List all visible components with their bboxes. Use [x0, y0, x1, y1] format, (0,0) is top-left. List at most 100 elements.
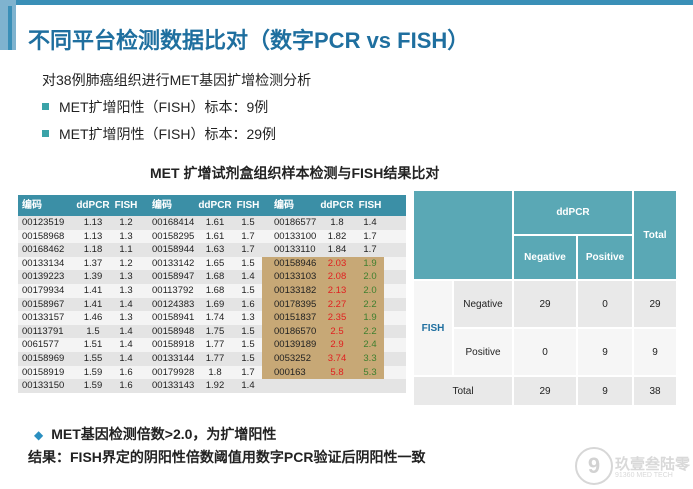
- table-row: 00158969 1.55 1.4 00133144 1.77 1.5 0053252 3.7…: [18, 351, 406, 366]
- logo-subtext: 91360 MED TECH: [615, 472, 673, 479]
- cell-fish: 1.2: [119, 217, 133, 228]
- cell-ddpcr: 2.35: [318, 311, 356, 325]
- cell-ddpcr: 2.03: [318, 256, 356, 271]
- cell-fish: 1.6: [119, 366, 133, 378]
- table-row: 00158919 1.59 1.6 00179928 1.8 1.7 000163 5.8 5.…: [18, 365, 406, 380]
- cell-code: 00133110: [274, 244, 316, 256]
- header-ddpcr: ddPCR: [320, 200, 354, 211]
- slide-title: 不同平台检测数据比对（数字PCR vs FISH）: [28, 28, 470, 53]
- cell-code: 00158919: [22, 366, 65, 378]
- cell-fish: 1.4: [241, 271, 255, 283]
- cell-fish: 2.2: [356, 297, 384, 312]
- table-row: 00133157 1.46 1.3 00158941 1.74 1.3 00151837 2.…: [18, 311, 406, 325]
- cell-ddpcr: 1.61: [205, 217, 225, 228]
- cell-code: 00158967: [22, 298, 65, 310]
- cell-pos-pos: 9: [577, 328, 633, 376]
- cell-ddpcr: 1.8: [208, 366, 222, 378]
- cell-fish: 1.5: [241, 217, 255, 228]
- cell-code: 00113791: [22, 325, 64, 337]
- cell-ddpcr: 1.8: [330, 217, 344, 228]
- cell-ddpcr: 1.37: [83, 257, 103, 269]
- cell-fish: 1.4: [363, 217, 377, 228]
- cell-code: 0053252: [262, 351, 318, 366]
- cell-fish: 1.9: [356, 256, 384, 271]
- cell-fish: 1.2: [119, 257, 133, 269]
- cell-code: 00158948: [152, 325, 195, 337]
- table-row: 00113791 1.5 1.4 00158948 1.75 1.5 00186570 2.5…: [18, 324, 406, 339]
- cell-code: 00133103: [262, 270, 318, 284]
- row-negative-label: Negative: [453, 280, 513, 328]
- cell-fish: 1.3: [241, 312, 255, 324]
- cell-code: 00133182: [262, 283, 318, 298]
- cell-code: 00158968: [22, 230, 65, 242]
- cell-code: 00158946: [262, 256, 318, 271]
- cell-code: 00179934: [22, 284, 65, 296]
- cell-ddpcr: 1.74: [205, 312, 225, 324]
- header-fish: FISH: [114, 200, 138, 211]
- cell-fish: 1.6: [119, 380, 133, 392]
- cell-fish: 1.4: [119, 325, 133, 337]
- cell-ddpcr: 1.39: [83, 271, 103, 283]
- cell-ddpcr: 2.27: [318, 297, 356, 312]
- cell-code: 0061577: [22, 339, 59, 351]
- cell-ddpcr: 1.18: [83, 244, 103, 256]
- cell-fish: 2.4: [356, 338, 384, 352]
- cell-fish: 1.5: [241, 325, 255, 337]
- cell-ddpcr: 1.77: [205, 339, 225, 351]
- cell-code: 00158295: [152, 230, 195, 242]
- cell-fish: 3.3: [356, 351, 384, 366]
- cell-fish: 1.3: [119, 284, 133, 296]
- cell-fish: 1.5: [241, 352, 255, 364]
- watermark-logo: 9 玖壹叁陆零 91360 MED TECH: [575, 445, 693, 489]
- table-row: 00179934 1.41 1.3 00113792 1.68 1.5 00133182 2.…: [18, 283, 406, 298]
- cell-fish: 1.4: [119, 352, 133, 364]
- cell-ddpcr: 1.59: [83, 366, 103, 378]
- cell-code: 00178395: [262, 297, 318, 312]
- cell-fish: 1.5: [241, 339, 255, 351]
- cell-code: 00133142: [152, 257, 195, 269]
- cell-code: 00186577: [274, 217, 317, 228]
- cell-code: 00158918: [152, 339, 195, 351]
- cell-ddpcr: 2.08: [318, 270, 356, 284]
- cell-code: 00133134: [22, 257, 65, 269]
- cell-ddpcr: 2.5: [318, 324, 356, 339]
- cell-ddpcr: 1.82: [327, 230, 347, 242]
- cell-ddpcr: 1.41: [83, 298, 103, 310]
- cell-fish: 5.3: [356, 365, 384, 380]
- result-note: 结果：FISH界定的阴阳性倍数阈值用数字PCR验证后阴阳性一致: [28, 449, 426, 465]
- cell-ddpcr: 1.55: [83, 352, 103, 364]
- cell-code: 00158944: [152, 244, 195, 256]
- threshold-note: ◆ MET基因检测倍数>2.0，为扩增阳性: [34, 426, 277, 442]
- cell-ddpcr: 1.41: [83, 284, 103, 296]
- cell-fish: 1.3: [119, 230, 133, 242]
- cell-pos-total: 9: [633, 328, 677, 376]
- data-table-header: 编码 ddPCR FISH 编码 ddPCR FISH 编码 ddPCR FIS…: [18, 195, 406, 216]
- cell-fish: 1.4: [241, 380, 255, 392]
- left-accent-bar-inner: [8, 6, 12, 50]
- cell-code: 00158969: [22, 352, 65, 364]
- cell-fish: 1.5: [241, 257, 255, 269]
- cell-code: 00133100: [274, 230, 317, 242]
- cell-ddpcr: 1.92: [205, 380, 225, 392]
- cell-total-neg: 29: [513, 376, 577, 406]
- square-bullet-icon: [42, 103, 49, 110]
- diamond-bullet-icon: ◆: [34, 428, 44, 442]
- header-code: 编码: [22, 200, 42, 211]
- cell-code: 00139189: [262, 338, 318, 352]
- cell-code: 00179928: [152, 366, 195, 378]
- table-row: 00133134 1.37 1.2 00133142 1.65 1.5 00158946 2.…: [18, 256, 406, 271]
- cell-fish: 1.7: [241, 366, 255, 378]
- cell-code: 00186570: [262, 324, 318, 339]
- cell-code: 00133157: [22, 312, 65, 324]
- cell-code: 00139223: [22, 271, 65, 283]
- cell-neg-neg: 29: [513, 280, 577, 328]
- cell-code: 00124383: [152, 298, 195, 310]
- table-row: 00158967 1.41 1.4 00124383 1.69 1.6 00178395 2.…: [18, 297, 406, 312]
- cell-ddpcr: 1.68: [205, 271, 225, 283]
- cell-neg-pos: 0: [577, 280, 633, 328]
- cell-ddpcr: 1.51: [83, 339, 103, 351]
- cell-ddpcr: 1.65: [205, 257, 225, 269]
- cell-fish: 1.5: [241, 284, 255, 296]
- top-accent-line: [0, 0, 693, 5]
- cell-ddpcr: 1.77: [205, 352, 225, 364]
